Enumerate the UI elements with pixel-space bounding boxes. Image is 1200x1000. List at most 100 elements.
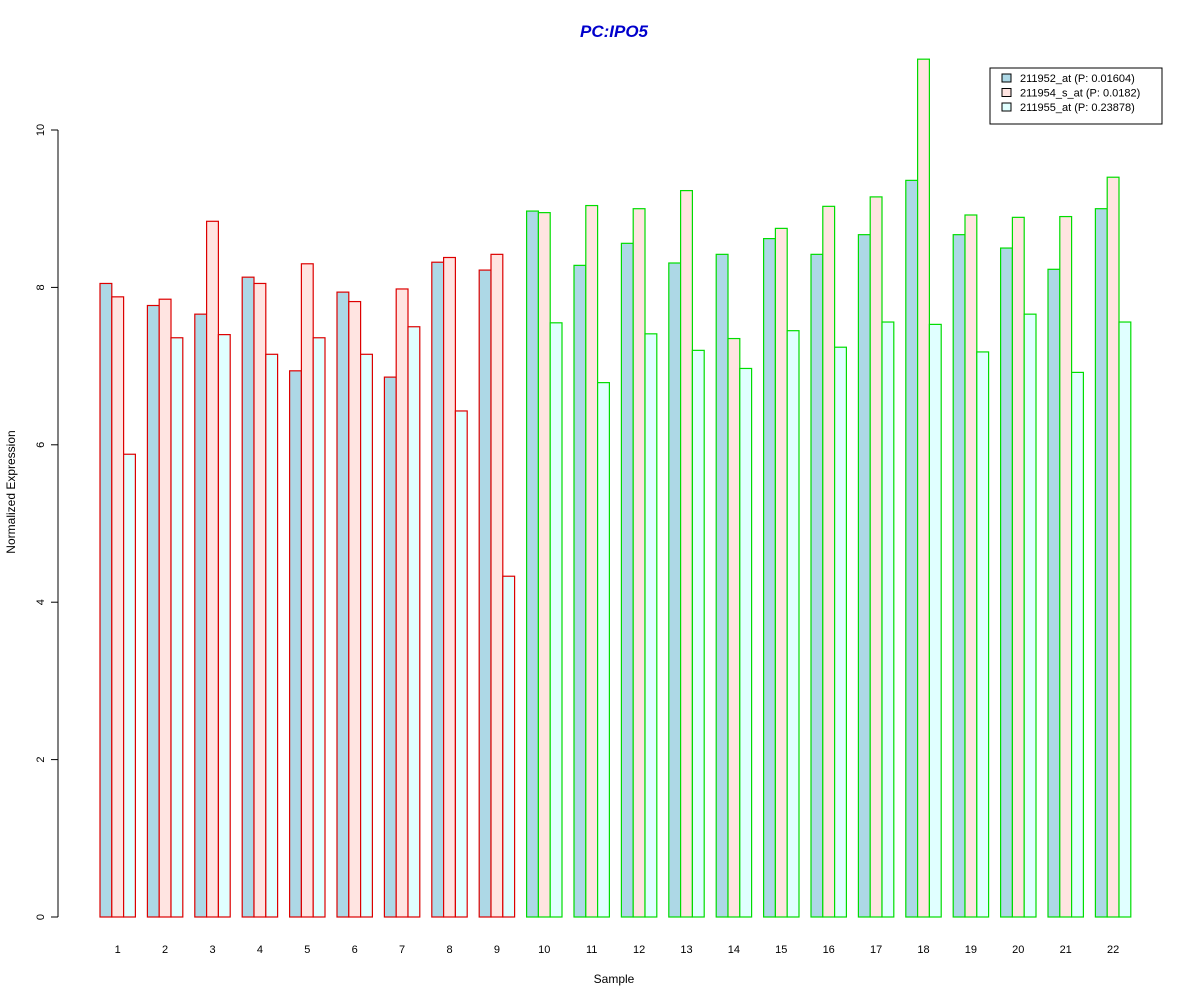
bar-sample-13-series-1 xyxy=(668,262,682,918)
bar-sample-11-series-3 xyxy=(596,382,610,918)
x-tick-label: 10 xyxy=(538,944,550,956)
bar-sample-5-series-2 xyxy=(300,263,314,918)
x-tick-label: 21 xyxy=(1060,944,1072,956)
bar-sample-3-series-2 xyxy=(206,220,220,918)
x-tick-label: 1 xyxy=(115,944,121,956)
chart-title: PC:IPO5 xyxy=(580,22,649,41)
bar-sample-20-series-1 xyxy=(999,247,1013,918)
legend-swatch xyxy=(1001,73,1012,83)
bar-sample-13-series-3 xyxy=(691,349,705,918)
y-tick-label: 10 xyxy=(35,124,47,136)
bar-sample-21-series-1 xyxy=(1047,268,1061,918)
x-tick-label: 13 xyxy=(680,944,692,956)
bar-sample-14-series-1 xyxy=(715,253,729,918)
y-tick-label: 2 xyxy=(35,757,47,763)
bar-sample-12-series-1 xyxy=(620,242,634,918)
bar-sample-2-series-3 xyxy=(170,337,184,918)
legend: 211952_at (P: 0.01604) 211954_s_at (P: 0.… xyxy=(989,67,1163,125)
bar-sample-17-series-3 xyxy=(881,321,895,918)
y-tick-label: 6 xyxy=(35,442,47,448)
legend-label: 211952_at (P: 0.01604) xyxy=(1020,73,1135,85)
y-tick-label: 8 xyxy=(35,284,47,290)
bar-sample-7-series-1 xyxy=(383,376,397,918)
x-tick-label: 11 xyxy=(586,944,597,956)
bar-sample-16-series-3 xyxy=(833,346,847,918)
bar-sample-12-series-2 xyxy=(632,208,646,918)
x-axis-title: Sample xyxy=(594,972,635,986)
bar-sample-16-series-1 xyxy=(810,253,824,918)
x-tick-label: 18 xyxy=(917,944,929,956)
bar-sample-21-series-3 xyxy=(1070,371,1084,918)
bar-sample-15-series-2 xyxy=(774,227,788,918)
legend-label: 211955_at (P: 0.23878) xyxy=(1020,102,1135,114)
bar-sample-14-series-2 xyxy=(727,337,741,918)
legend-swatch xyxy=(1001,88,1012,97)
x-tick-label: 16 xyxy=(823,944,835,956)
bar-sample-9-series-3 xyxy=(502,575,516,918)
y-axis: 0 2 4 6 8 10 xyxy=(35,124,59,920)
x-tick-label: 9 xyxy=(494,944,500,956)
bar-sample-2-series-2 xyxy=(158,298,172,918)
bar-sample-6-series-1 xyxy=(336,291,350,918)
y-tick-label: 4 xyxy=(35,599,47,605)
bar-sample-8-series-3 xyxy=(454,410,468,918)
x-tick-label: 12 xyxy=(633,944,645,956)
bar-sample-2-series-1 xyxy=(146,304,160,918)
bars xyxy=(99,58,1132,918)
bar-sample-16-series-2 xyxy=(822,205,836,918)
bar-sample-20-series-2 xyxy=(1011,216,1025,918)
bar-sample-5-series-1 xyxy=(289,370,303,918)
x-tick-label: 22 xyxy=(1107,944,1119,956)
y-tick-label: 0 xyxy=(35,914,47,920)
x-tick-label: 4 xyxy=(257,944,263,956)
bar-sample-6-series-2 xyxy=(348,300,362,918)
bar-sample-10-series-1 xyxy=(525,210,539,918)
bar-sample-13-series-2 xyxy=(679,189,693,918)
x-tick-label: 2 xyxy=(162,944,168,956)
bar-sample-8-series-2 xyxy=(443,256,457,918)
bar-sample-5-series-3 xyxy=(312,337,326,918)
bar-sample-6-series-3 xyxy=(360,353,374,918)
x-tick-label: 7 xyxy=(399,944,405,956)
bar-sample-22-series-3 xyxy=(1118,321,1132,918)
bar-sample-19-series-1 xyxy=(952,234,966,918)
bar-sample-12-series-3 xyxy=(644,333,658,918)
bar-sample-22-series-1 xyxy=(1094,208,1108,918)
bar-sample-15-series-3 xyxy=(786,330,800,918)
bar-sample-4-series-3 xyxy=(265,353,279,918)
bar-sample-7-series-3 xyxy=(407,326,421,918)
x-tick-label: 8 xyxy=(446,944,452,956)
legend-label: 211954_s_at (P: 0.0182) xyxy=(1020,88,1140,100)
bar-sample-1-series-3 xyxy=(122,453,136,918)
bar-sample-18-series-1 xyxy=(905,179,919,918)
bar-sample-14-series-3 xyxy=(739,367,753,918)
x-tick-label: 5 xyxy=(304,944,310,956)
bar-sample-3-series-3 xyxy=(217,334,231,918)
y-axis-title: Normalized Expression xyxy=(4,430,18,553)
x-tick-label: 15 xyxy=(775,944,787,956)
bar-sample-10-series-2 xyxy=(537,212,551,918)
bar-sample-1-series-1 xyxy=(99,282,113,918)
x-tick-label: 19 xyxy=(965,944,977,956)
bar-sample-11-series-2 xyxy=(585,204,599,918)
bar-sample-18-series-3 xyxy=(928,323,942,918)
bar-sample-3-series-1 xyxy=(194,313,208,918)
bar-sample-8-series-1 xyxy=(431,261,445,918)
bar-sample-17-series-1 xyxy=(857,234,871,918)
x-tick-label: 20 xyxy=(1012,944,1024,956)
x-tick-label: 17 xyxy=(870,944,882,956)
bar-sample-19-series-2 xyxy=(964,214,978,918)
x-axis-ticks: 1 2 3 4 5 6 7 8 9 10 11 12 13 14 15 16 17 18 19 20 21 22 xyxy=(115,944,1120,956)
bar-sample-15-series-1 xyxy=(762,238,776,918)
legend-swatch xyxy=(1001,102,1012,112)
legend-box xyxy=(989,67,1163,125)
bar-sample-22-series-2 xyxy=(1106,176,1120,918)
bar-sample-9-series-1 xyxy=(478,269,492,918)
bar-sample-10-series-3 xyxy=(549,322,563,918)
bar-sample-11-series-1 xyxy=(573,264,587,918)
bar-sample-1-series-2 xyxy=(111,296,125,918)
bar-sample-7-series-2 xyxy=(395,288,409,918)
x-tick-label: 14 xyxy=(728,944,740,956)
x-tick-label: 6 xyxy=(352,944,358,956)
